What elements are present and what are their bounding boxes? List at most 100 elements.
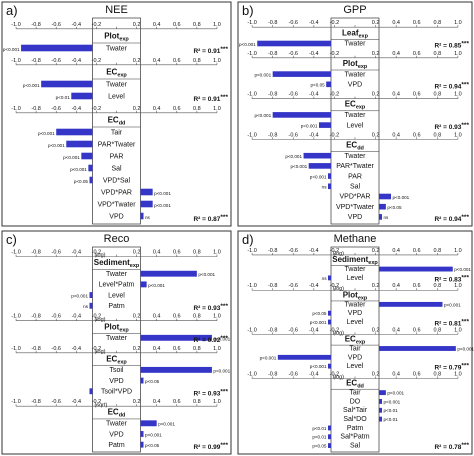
bar xyxy=(140,441,144,448)
tick-label: -0.2 xyxy=(330,132,339,138)
tick-label: -0.6 xyxy=(289,248,298,254)
model-group: -1.0 -0.8 -0.6 -0.4 -0.2 0.2 0.4 0.6 0.8 1.0 ECdd T… xyxy=(11,106,228,223)
p-value-label: p<0.001 xyxy=(70,167,87,172)
bar xyxy=(140,270,197,277)
tick-label: -0.4 xyxy=(72,250,81,256)
tick-label: -0.8 xyxy=(31,106,40,112)
tick-label: 0.8 xyxy=(433,372,441,378)
p-value-label: p<0.001 xyxy=(198,272,215,277)
bar xyxy=(379,214,382,220)
r2-label: R² = 0.83*** xyxy=(434,274,469,283)
tick-label: 1.0 xyxy=(454,20,462,26)
tick-label: -0.2 xyxy=(92,250,101,256)
tick-label: -0.6 xyxy=(289,372,298,378)
predictor-label: Twater xyxy=(344,266,366,273)
tick-label: 0.2 xyxy=(372,283,380,289)
tick-label: 0.6 xyxy=(413,51,421,57)
label-column xyxy=(92,246,141,453)
tick-label: -0.6 xyxy=(51,346,60,352)
tick-label: -1.0 xyxy=(247,20,256,26)
tick-label: 0.6 xyxy=(173,314,181,320)
model-name: Plotexp xyxy=(343,290,368,301)
tick-label: -1.0 xyxy=(247,51,256,57)
tick-label: -0.8 xyxy=(31,58,40,64)
tick-label: 1.0 xyxy=(454,132,462,138)
model-group: -1.0 -0.8 -0.6 -0.4 -0.2 0.2 0.4 0.6 0.8 1.0 Leafe… xyxy=(239,20,469,49)
tick-label: 0.4 xyxy=(153,106,161,112)
predictor-label: Twater xyxy=(344,112,366,119)
tick-label: 0.4 xyxy=(392,372,400,378)
tick-label: 1.0 xyxy=(454,327,462,333)
tick-label: 0.4 xyxy=(392,248,400,254)
p-value-label: ns xyxy=(145,215,151,220)
r2-label: R² = 0.99*** xyxy=(193,442,228,451)
bar xyxy=(140,431,144,437)
bar xyxy=(379,390,386,396)
tick-label: -0.4 xyxy=(72,106,81,112)
tick-label: -0.2 xyxy=(330,51,339,57)
tick-label: 0.2 xyxy=(372,20,380,26)
model-group: -1.0 -0.8 -0.6 -0.4 -0.2 0.2 0.4 0.6 0.8 1.0 Plote… xyxy=(247,51,469,91)
tick-label: -1.0 xyxy=(247,92,256,98)
p-value-label: p<0.001 xyxy=(310,174,327,179)
tick-label: -0.2 xyxy=(330,92,339,98)
bar xyxy=(379,346,456,351)
bar xyxy=(308,163,331,169)
predictor-label: VPD*Sal xyxy=(103,178,131,185)
predictor-label: Tair xyxy=(111,130,123,137)
tick-label: -1.0 xyxy=(247,283,256,289)
tick-label: -0.8 xyxy=(268,20,277,26)
bar xyxy=(66,140,93,148)
p-value-label: p<0.05 xyxy=(387,205,402,210)
bar xyxy=(318,122,331,128)
model-group: -1.0 -0.8 -0.6 -0.4 -0.2 0.2 0.4 0.6 0.8 1.0 ECexp… xyxy=(247,92,469,132)
r2-label: R² = 0.94*** xyxy=(434,214,469,223)
bar xyxy=(303,152,331,159)
bar xyxy=(89,388,93,395)
panel-label: d) xyxy=(242,232,254,247)
p-value-label: p<0.001 xyxy=(310,364,327,369)
p-value-label: p<0.001 xyxy=(148,283,165,288)
tick-label: -0.2 xyxy=(330,372,339,378)
tick-label: -0.4 xyxy=(72,22,81,28)
panel-title: GPP xyxy=(343,4,366,16)
predictor-label: Sal*Tair xyxy=(343,407,368,414)
predictor-label: Twater xyxy=(106,421,128,428)
chart-panel-1: a) NEE -1.0 -0.8 -0.6 -0.4 -0.2 0.2 0.4 0.6 0.8 1.0… xyxy=(1,1,232,227)
tick-label: -0.6 xyxy=(51,250,60,256)
predictor-label: Level xyxy=(347,275,364,282)
transform-label: (log) xyxy=(95,253,106,259)
tick-label: 0.4 xyxy=(392,132,400,138)
p-value-label: p<0.001 xyxy=(260,355,277,360)
predictor-label: PAR*Twater xyxy=(98,142,136,149)
p-value-label: p<0.001 xyxy=(145,432,162,437)
tick-label: -0.2 xyxy=(330,283,339,289)
p-value-label: p<0.001 xyxy=(254,113,271,118)
tick-label: -0.4 xyxy=(309,372,318,378)
tick-label: -0.8 xyxy=(31,346,40,352)
tick-label: 1.0 xyxy=(454,283,462,289)
predictor-label: Twater xyxy=(106,82,128,89)
model-name: ECdd xyxy=(346,141,364,152)
p-value-label: p<0.001 xyxy=(213,368,230,373)
bar xyxy=(328,434,331,440)
tick-label: -0.8 xyxy=(31,250,40,256)
predictor-label: Patm xyxy=(108,442,125,449)
predictor-label: Level*Patm xyxy=(99,282,135,289)
model-group: -1.0 -0.8 -0.6 -0.4 -0.2 0.2 0.4 0.6 0.8 1.0 Plote… xyxy=(3,22,229,55)
tick-label: -0.8 xyxy=(268,132,277,138)
predictor-label: Level xyxy=(347,122,364,129)
predictor-label: Sal*DO xyxy=(343,416,367,423)
model-group: -1.0 -0.8 -0.6 -0.4 -0.2 0.2 0.4 0.6 0.8 1.0 (log)… xyxy=(247,248,471,283)
predictor-label: PAR xyxy=(348,173,362,180)
bar xyxy=(140,200,153,208)
tick-label: -1.0 xyxy=(247,372,256,378)
tick-label: -0.6 xyxy=(289,132,298,138)
tick-label: 1.0 xyxy=(454,372,462,378)
tick-label: -0.6 xyxy=(51,58,60,64)
label-column xyxy=(330,246,380,453)
bar xyxy=(272,71,331,77)
p-value-label: p<0.001 xyxy=(254,72,271,77)
model-group: -1.0 -0.8 -0.6 -0.4 -0.2 0.2 0.4 0.6 0.8 1.0 (log)… xyxy=(247,372,469,451)
